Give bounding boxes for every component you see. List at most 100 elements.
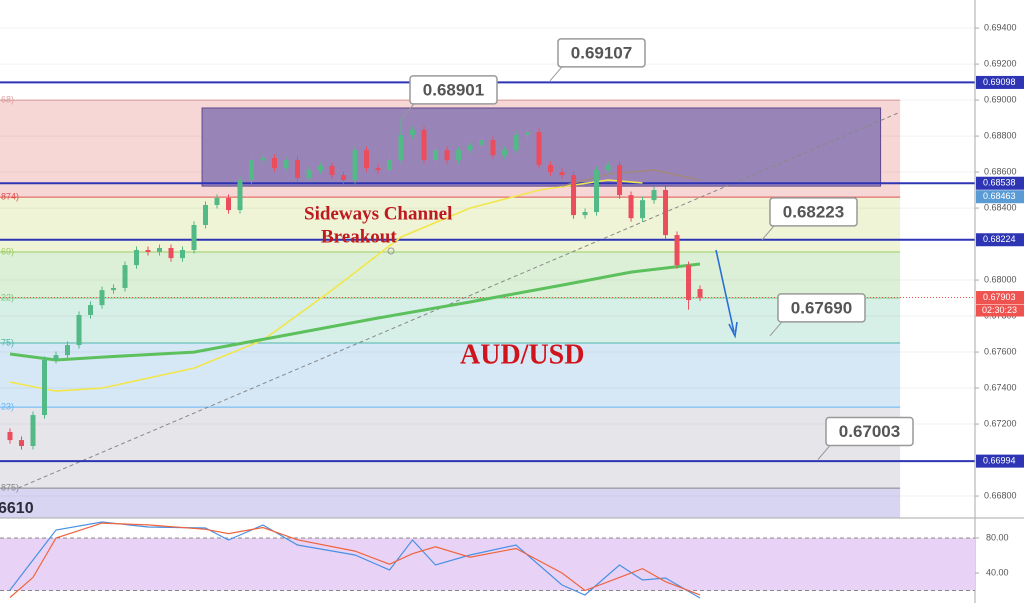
candle-body: [145, 250, 151, 252]
price-badge: [976, 190, 1024, 204]
y-tick-label: 0.67400: [984, 382, 1017, 392]
candle-body: [433, 150, 439, 161]
fib-label: 875): [1, 482, 19, 492]
trendline: [17, 111, 901, 489]
osc-tick-label: 80.00: [986, 532, 1009, 542]
candle-body: [502, 150, 508, 156]
y-tick-label: 0.66800: [984, 490, 1017, 500]
candle-body: [467, 145, 473, 151]
candle-body: [387, 160, 393, 171]
candle-body: [122, 265, 128, 288]
y-tick-label: 0.68400: [984, 202, 1017, 212]
callout-pointer: [761, 225, 775, 241]
candle-body: [76, 314, 82, 346]
candle-body: [594, 170, 600, 213]
callout-label: 0.68223: [783, 202, 844, 221]
candle-body: [191, 224, 197, 251]
callout-label: 0.67690: [791, 298, 852, 317]
price-badge-label: 0.69098: [983, 77, 1016, 87]
candle-body: [7, 431, 13, 441]
candle-body: [88, 305, 94, 315]
candle-body: [479, 140, 485, 146]
oscillator-band: [0, 538, 975, 591]
candle-body: [605, 165, 611, 171]
candle-body: [571, 175, 577, 216]
candle-body: [651, 190, 657, 201]
fib-band: [0, 251, 901, 299]
price-badge-label: 0.68463: [983, 191, 1016, 201]
fib-label: 75): [1, 337, 14, 347]
price-badge-label: 0.67903: [983, 292, 1016, 302]
candle-body: [628, 195, 634, 219]
candle-body: [318, 166, 324, 171]
candle-body: [272, 158, 278, 169]
callout-label: 0.67003: [839, 422, 900, 441]
candle-body: [203, 205, 209, 225]
candle-body: [111, 287, 117, 291]
annotation: Sideways Channel: [304, 203, 452, 224]
candle-body: [306, 170, 312, 179]
callout-box: [769, 197, 858, 227]
arrow-head: [728, 321, 738, 339]
candle-body: [697, 289, 703, 298]
candle-body: [283, 160, 289, 169]
y-tick-label: 0.69000: [984, 94, 1017, 104]
price-badge: [976, 233, 1024, 247]
callout-box: [409, 75, 498, 105]
candle-body: [375, 168, 381, 171]
callout-pointer: [817, 445, 831, 460]
candle-body: [617, 165, 623, 196]
candle-body: [525, 132, 531, 135]
candle-body: [364, 150, 370, 169]
candle-body: [99, 290, 105, 306]
candle-body: [559, 172, 565, 176]
callout-box: [825, 416, 914, 447]
candle-body: [249, 160, 255, 180]
y-tick-label: 0.69400: [984, 22, 1017, 32]
annotation: Breakout: [321, 226, 397, 247]
candle-body: [53, 355, 59, 360]
candle-body: [548, 165, 554, 173]
candle-body: [536, 132, 542, 166]
candle-body: [157, 248, 163, 252]
callout-box: [557, 38, 646, 68]
fib-label: 69): [1, 246, 14, 256]
callout-label: 0.68901: [423, 80, 484, 99]
chart-title: AUD/USD: [460, 339, 584, 370]
candle-body: [352, 150, 358, 180]
price-badge: [976, 454, 1024, 468]
candle-body: [295, 160, 301, 179]
y-tick-label: 0.69200: [984, 58, 1017, 68]
candle-body: [180, 250, 186, 259]
candle-body: [398, 134, 404, 161]
moving-average: [561, 169, 701, 187]
price-badge-label: 0.68538: [983, 178, 1016, 188]
fib-band: [0, 488, 901, 518]
y-tick-label: 0.67200: [984, 418, 1017, 428]
candle-body: [65, 345, 71, 356]
callout-pointer: [549, 66, 563, 82]
moving-average: [9, 262, 701, 362]
y-tick-label: 0.68000: [984, 274, 1017, 284]
y-tick-label: 0.68800: [984, 130, 1017, 140]
candle-body: [19, 440, 25, 447]
price-badge-label: 0.66994: [983, 455, 1016, 465]
candle-body: [214, 197, 220, 206]
fib-label: 874): [1, 191, 19, 201]
price-badge: [976, 291, 1024, 305]
candle-body: [329, 166, 335, 176]
candle-body: [456, 150, 462, 161]
y-tick-label: 0.67600: [984, 346, 1017, 356]
candle-body: [686, 265, 692, 301]
fib-band: [0, 343, 901, 408]
callout-pointer: [401, 103, 415, 119]
callout-box: [777, 293, 866, 323]
callout-pointer: [769, 321, 783, 337]
candle-body: [168, 248, 174, 259]
candle-body: [421, 130, 427, 161]
moving-average: [9, 179, 643, 392]
fib-band: [0, 407, 901, 489]
price-badge-label: 0.68224: [983, 234, 1016, 244]
